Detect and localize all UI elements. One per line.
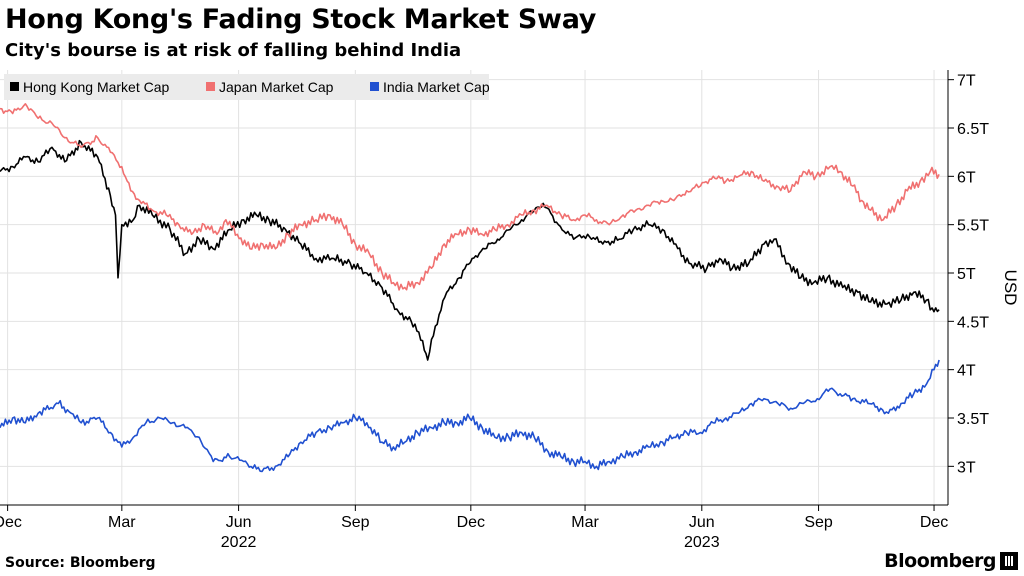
x-year-label: 2022 — [221, 534, 257, 551]
y-axis-label: USD — [1001, 270, 1020, 306]
x-tick-label: Sep — [804, 514, 833, 531]
legend-swatch — [10, 82, 19, 91]
x-tick-label: Dec — [457, 514, 485, 531]
source-note: Source: Bloomberg — [5, 555, 156, 571]
legend-swatch — [206, 82, 215, 91]
x-tick-label: Sep — [341, 514, 370, 531]
x-tick-label: Dec — [0, 514, 22, 531]
legend-swatch — [370, 82, 379, 91]
bloomberg-logo: Bloomberg — [884, 550, 1018, 572]
x-tick-label: Jun — [226, 514, 252, 531]
series-line-japan-market-cap — [0, 103, 940, 291]
chart-title: Hong Kong's Fading Stock Market Sway — [5, 4, 597, 35]
y-tick-label: 4T — [957, 363, 976, 380]
legend-box — [4, 74, 489, 100]
brand-name: Bloomberg — [884, 550, 996, 572]
y-tick-label: 4.5T — [957, 314, 989, 331]
legend-label: Hong Kong Market Cap — [23, 79, 170, 95]
y-tick-label: 6T — [957, 169, 976, 186]
x-year-label: 2023 — [684, 534, 720, 551]
series-line-hong-kong-market-cap — [0, 139, 940, 361]
y-tick-label: 3T — [957, 459, 976, 476]
bloomberg-logo-icon — [1000, 552, 1018, 570]
legend-label: India Market Cap — [383, 79, 490, 95]
y-tick-label: 7T — [957, 73, 976, 90]
x-tick-label: Mar — [571, 514, 599, 531]
series-line-india-market-cap — [0, 359, 940, 473]
chart-subtitle: City's bourse is at risk of falling behi… — [5, 40, 462, 61]
x-tick-label: Dec — [920, 514, 948, 531]
y-tick-label: 3.5T — [957, 411, 989, 428]
x-tick-label: Mar — [108, 514, 136, 531]
y-tick-label: 5.5T — [957, 218, 989, 235]
legend-label: Japan Market Cap — [219, 79, 334, 95]
y-tick-label: 5T — [957, 266, 976, 283]
x-tick-label: Jun — [689, 514, 715, 531]
y-tick-label: 6.5T — [957, 121, 989, 138]
